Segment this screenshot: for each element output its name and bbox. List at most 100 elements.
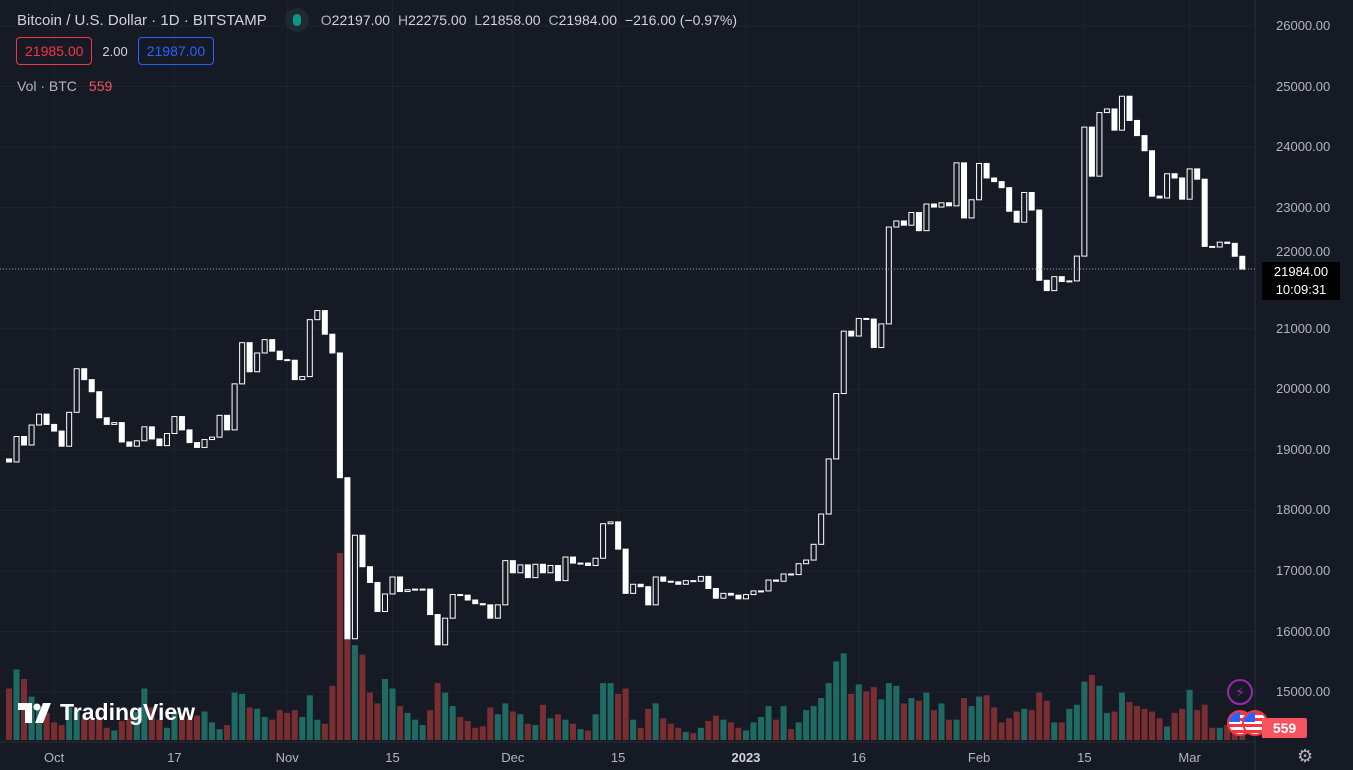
volume-legend[interactable]: Vol · BTC 559 — [17, 78, 112, 94]
volume-bar — [795, 722, 802, 740]
candle — [494, 604, 501, 619]
close-label: C — [548, 12, 559, 28]
volume-bar — [585, 730, 592, 740]
volume-bar — [1209, 727, 1216, 740]
volume-bar — [141, 688, 148, 740]
candle — [1051, 276, 1058, 292]
symbol-title[interactable]: Bitcoin / U.S. Dollar · 1D · BITSTAMP — [17, 11, 267, 29]
candle — [1073, 255, 1080, 282]
volume-bar — [667, 723, 674, 740]
candle — [517, 564, 524, 574]
candle — [946, 202, 952, 207]
volume-bar — [742, 730, 749, 740]
volume-bar — [660, 718, 667, 740]
volume-bar — [600, 683, 607, 740]
candle — [427, 588, 434, 616]
candle — [321, 310, 328, 335]
buy-button[interactable]: 21987.00 — [137, 37, 215, 65]
volume-bar — [88, 719, 95, 740]
candle — [1103, 108, 1110, 114]
volume-bar — [915, 700, 922, 740]
candle — [1209, 245, 1216, 248]
candle — [43, 413, 50, 425]
candle — [351, 534, 358, 640]
volume-bar — [351, 645, 358, 740]
candle — [908, 211, 915, 226]
volume-value: 559 — [88, 78, 113, 94]
settings-gear-icon[interactable]: ⚙ — [1297, 746, 1314, 766]
volume-bar — [773, 719, 780, 740]
candle — [570, 556, 576, 564]
volume-bar — [983, 695, 990, 740]
candle — [667, 580, 674, 583]
candle — [28, 424, 35, 446]
volume-bar — [803, 710, 810, 740]
volume-bar — [1036, 692, 1043, 740]
volume-bar — [58, 725, 65, 740]
price-tick-label: 16000.00 — [1276, 623, 1331, 639]
volume-bar — [758, 716, 764, 740]
high-label: H — [397, 12, 409, 28]
candle — [1149, 150, 1156, 197]
volume-bar — [900, 703, 907, 740]
volume-bar — [321, 723, 328, 740]
volume-bar — [1021, 708, 1028, 740]
price-tick-label: 17000.00 — [1276, 562, 1331, 578]
candle — [464, 594, 471, 601]
candle — [803, 559, 810, 565]
volume-bar — [953, 719, 960, 740]
candle — [968, 199, 975, 219]
candle — [366, 566, 373, 583]
candle — [554, 565, 561, 582]
price-tick-label: 22000.00 — [1276, 244, 1331, 260]
candle — [1231, 242, 1238, 257]
volume-bar — [1149, 711, 1156, 740]
time-tick-label: 15 — [385, 750, 400, 765]
volume-bar — [1186, 689, 1193, 740]
candle — [1171, 173, 1178, 179]
candle — [622, 548, 629, 594]
volume-bar — [1134, 706, 1140, 740]
volume-bar — [209, 722, 216, 740]
candle — [675, 581, 682, 585]
volume-bar — [780, 706, 787, 740]
candle — [773, 579, 780, 582]
candle — [1028, 192, 1035, 211]
candle — [1141, 135, 1148, 152]
candle — [930, 203, 937, 208]
candle — [690, 580, 697, 583]
candle — [758, 590, 764, 593]
volume-bar — [577, 729, 584, 740]
sell-button[interactable]: 21985.00 — [16, 37, 93, 65]
candle — [13, 436, 20, 463]
volume-bar — [133, 711, 140, 740]
volume-bar — [825, 683, 832, 740]
volume-bar — [1058, 722, 1065, 740]
tradingview-logo[interactable]: TradingView — [18, 699, 195, 726]
candle — [524, 564, 531, 579]
candle — [472, 599, 479, 605]
candle — [434, 614, 441, 646]
candle — [645, 586, 652, 606]
candle — [833, 393, 840, 460]
candle — [547, 565, 554, 574]
candle — [21, 436, 28, 446]
lightning-icon[interactable]: ⚡ — [1227, 679, 1253, 705]
volume-label: Vol · BTC — [17, 78, 77, 94]
volume-bar — [382, 679, 388, 740]
candle — [765, 579, 772, 592]
low-label: L — [474, 12, 483, 28]
volume-bar — [194, 715, 200, 740]
volume-bar — [404, 712, 411, 740]
market-status-icon[interactable] — [284, 8, 309, 32]
price-tick-label: 19000.00 — [1276, 441, 1331, 457]
volume-bar — [21, 679, 28, 740]
volume-bar — [863, 691, 870, 740]
candle — [1111, 108, 1118, 131]
volume-bar — [118, 721, 125, 740]
volume-bar — [652, 703, 659, 740]
candle — [705, 575, 712, 590]
candle — [194, 442, 200, 448]
price-tick-label: 24000.00 — [1276, 139, 1331, 155]
